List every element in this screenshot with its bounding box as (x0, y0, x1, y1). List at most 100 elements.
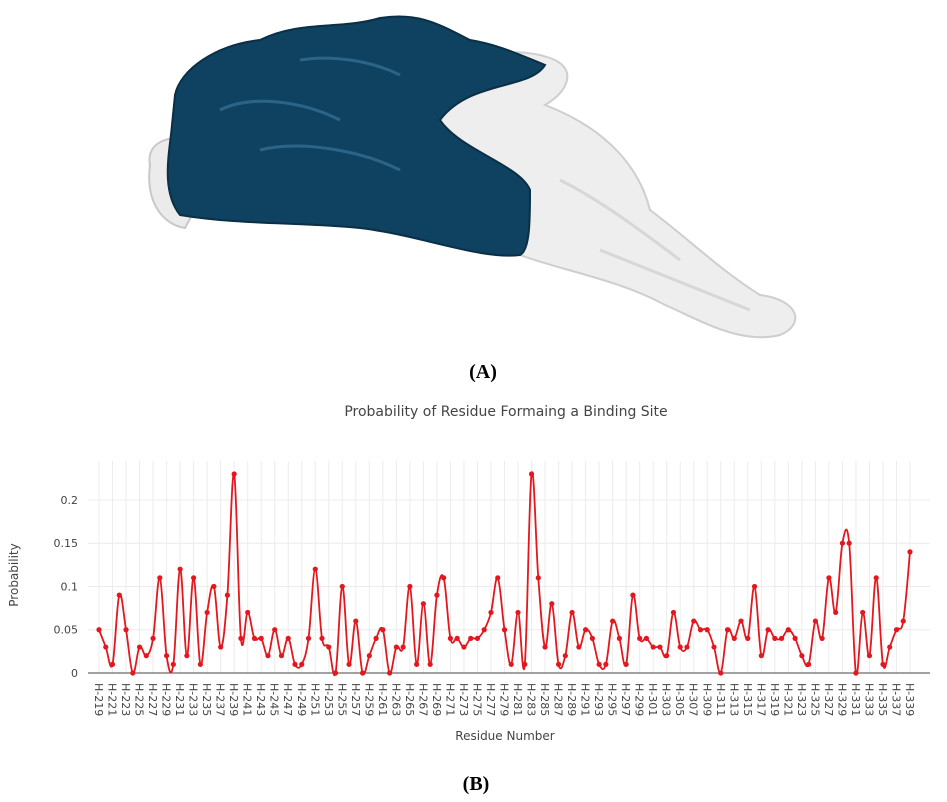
x-tick-label: H-329 (835, 683, 848, 716)
x-tick-label: H-219 (92, 683, 105, 716)
point (481, 627, 487, 633)
x-tick-label: H-307 (687, 683, 700, 716)
point (218, 644, 224, 650)
point (542, 644, 548, 650)
point (211, 583, 217, 590)
point (157, 575, 163, 581)
x-tick-label: H-257 (349, 683, 362, 716)
x-tick-label: H-255 (335, 683, 348, 716)
x-tick-label: H-253 (322, 683, 335, 716)
point (799, 653, 805, 659)
point (576, 644, 582, 650)
x-tick-label: H-295 (606, 683, 619, 716)
point (589, 635, 595, 641)
point (251, 635, 258, 641)
chart-title: Probability of Residue Formaing a Bindin… (344, 404, 667, 420)
x-tick-label: H-279 (498, 683, 511, 716)
x-tick-label: H-309 (700, 683, 713, 716)
point (143, 653, 149, 659)
x-tick-label: H-221 (106, 683, 119, 716)
point (711, 644, 717, 650)
point (501, 627, 508, 633)
point (373, 635, 379, 641)
x-tick-label: H-325 (808, 683, 821, 716)
x-tick-label: H-265 (403, 683, 416, 716)
x-tick-label: H-243 (254, 683, 267, 716)
point (839, 540, 846, 546)
x-tick-label: H-271 (443, 683, 456, 716)
point (873, 575, 879, 581)
point (319, 635, 325, 641)
point (346, 661, 352, 667)
point (204, 609, 210, 616)
x-tick-label: H-293 (592, 683, 605, 716)
point (103, 644, 109, 650)
protein-surface (148, 15, 797, 339)
x-tick-label: H-301 (646, 683, 659, 716)
point (136, 644, 143, 650)
point (285, 635, 291, 641)
point (778, 635, 785, 641)
point (684, 644, 690, 650)
point (400, 644, 406, 650)
point (718, 670, 724, 676)
point (191, 575, 197, 581)
x-tick-label: H-225 (133, 683, 146, 716)
x-tick-label: H-273 (457, 683, 470, 716)
x-tick-label: H-313 (727, 683, 740, 716)
panel-label: (B) (463, 773, 490, 795)
point (704, 627, 710, 633)
point (610, 618, 616, 624)
x-tick-label: H-335 (876, 683, 889, 716)
point (427, 661, 433, 667)
x-tick-label: H-231 (173, 683, 186, 716)
point (292, 661, 298, 667)
x-tick-label: H-337 (889, 683, 902, 716)
point (468, 635, 474, 641)
point (474, 635, 481, 641)
point (305, 635, 312, 641)
point (380, 627, 386, 633)
point (893, 627, 900, 633)
point (461, 644, 467, 650)
x-tick-label: H-327 (822, 683, 835, 716)
point (887, 644, 893, 650)
point (616, 635, 622, 641)
point (123, 627, 129, 633)
x-tick-label: H-281 (511, 683, 524, 716)
y-tick-label: 0.05 (54, 624, 79, 637)
point (758, 653, 764, 659)
x-tick-label: H-239 (227, 683, 240, 716)
point (197, 661, 203, 667)
point (535, 575, 541, 581)
point (522, 661, 528, 667)
point (528, 471, 535, 477)
point (272, 627, 278, 633)
point (109, 661, 116, 667)
x-tick-label: H-285 (538, 683, 551, 716)
point (258, 635, 264, 641)
point (900, 618, 906, 624)
point (866, 653, 873, 659)
point (116, 592, 122, 598)
x-tick-label: H-305 (673, 683, 686, 716)
point (238, 635, 244, 641)
point (366, 653, 372, 659)
point (745, 635, 751, 641)
x-tick-label: H-227 (146, 683, 159, 716)
x-tick-label: H-237 (214, 683, 227, 716)
y-tick-label: 0 (71, 667, 78, 680)
x-tick-label: H-233 (187, 683, 200, 716)
point (508, 661, 514, 667)
point (792, 635, 798, 641)
point (826, 575, 832, 581)
y-tick-label: 0.15 (54, 537, 79, 550)
point (130, 670, 136, 676)
point (184, 653, 190, 659)
point (332, 670, 339, 676)
x-tick-label: H-275 (470, 683, 483, 716)
x-tick-label: H-333 (862, 683, 875, 716)
point (353, 618, 359, 624)
x-tick-label: H-315 (741, 683, 754, 716)
